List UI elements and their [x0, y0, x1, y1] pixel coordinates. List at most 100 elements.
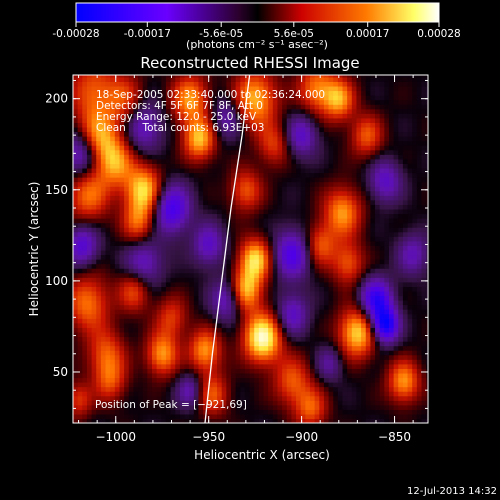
- heatmap-cell: [198, 259, 204, 265]
- heatmap-cell: [328, 263, 334, 269]
- heatmap-cell: [388, 163, 395, 169]
- heatmap-cell: [193, 309, 200, 315]
- heatmap-cell: [379, 231, 385, 237]
- heatmap-cell: [212, 222, 218, 228]
- heatmap-cell: [351, 145, 358, 151]
- heatmap-cell: [296, 254, 302, 260]
- heatmap-cell: [235, 395, 241, 401]
- heatmap-cell: [133, 418, 139, 423]
- heatmap-cell: [114, 359, 121, 365]
- heatmap-cell: [114, 181, 121, 187]
- heatmap-cell: [277, 404, 283, 410]
- heatmap-cell: [342, 372, 348, 379]
- heatmap-cell: [328, 204, 334, 210]
- heatmap-cell: [156, 368, 162, 374]
- heatmap-cell: [412, 395, 418, 401]
- heatmap-cell: [277, 136, 283, 142]
- heatmap-cell: [128, 213, 135, 219]
- heatmap-cell: [379, 268, 385, 274]
- heatmap-cell: [388, 391, 395, 397]
- heatmap-cell: [207, 163, 213, 169]
- heatmap-cell: [412, 318, 418, 324]
- heatmap-cell: [402, 186, 409, 192]
- heatmap-cell: [179, 208, 186, 215]
- heatmap-cell: [319, 186, 325, 192]
- heatmap-cell: [426, 382, 428, 388]
- heatmap-cell: [421, 400, 427, 406]
- heatmap-cell: [296, 277, 302, 283]
- heatmap-cell: [161, 372, 167, 379]
- heatmap-cell: [161, 386, 167, 392]
- heatmap-cell: [217, 177, 223, 183]
- heatmap-cell: [230, 345, 237, 351]
- heatmap-cell: [328, 300, 334, 306]
- heatmap-cell: [426, 140, 428, 146]
- heatmap-cell: [207, 259, 213, 265]
- heatmap-cell: [375, 313, 381, 319]
- heatmap-cell: [407, 290, 413, 297]
- heatmap-cell: [119, 400, 125, 406]
- heatmap-cell: [170, 213, 176, 219]
- heatmap-cell: [421, 158, 427, 164]
- heatmap-cell: [105, 300, 111, 306]
- heatmap-cell: [309, 336, 316, 342]
- heatmap-cell: [258, 236, 265, 242]
- heatmap-cell: [73, 208, 79, 215]
- heatmap-cell: [175, 181, 181, 187]
- heatmap-cell: [388, 286, 395, 292]
- heatmap-cell: [254, 263, 260, 269]
- heatmap-cell: [142, 195, 148, 201]
- heatmap-cell: [226, 213, 232, 219]
- heatmap-cell: [361, 149, 367, 155]
- heatmap-cell: [244, 345, 251, 351]
- heatmap-cell: [388, 295, 395, 301]
- heatmap-cell: [151, 290, 158, 297]
- heatmap-cell: [375, 341, 381, 347]
- heatmap-cell: [305, 336, 311, 342]
- heatmap-cell: [277, 163, 283, 169]
- heatmap-cell: [207, 158, 213, 164]
- heatmap-cell: [114, 195, 121, 201]
- heatmap-cell: [165, 249, 172, 256]
- heatmap-cell: [244, 368, 251, 374]
- heatmap-cell: [407, 204, 413, 210]
- heatmap-cell: [361, 318, 367, 324]
- heatmap-cell: [412, 295, 418, 301]
- heatmap-cell: [328, 363, 334, 369]
- heatmap-cell: [319, 386, 325, 392]
- heatmap-cell: [110, 145, 116, 151]
- heatmap-cell: [272, 126, 279, 133]
- heatmap-cell: [138, 336, 144, 342]
- heatmap-cell: [96, 131, 102, 137]
- heatmap-cell: [151, 149, 158, 155]
- heatmap-cell: [277, 249, 283, 256]
- heatmap-cell: [291, 413, 297, 420]
- heatmap-cell: [221, 404, 227, 410]
- heatmap-cell: [375, 136, 381, 142]
- heatmap-cell: [337, 268, 344, 274]
- heatmap-cell: [226, 409, 232, 415]
- heatmap-cell: [133, 249, 139, 256]
- heatmap-cell: [296, 404, 302, 410]
- heatmap-cell: [333, 245, 339, 251]
- heatmap-cell: [333, 300, 339, 306]
- heatmap-cell: [342, 204, 348, 210]
- heatmap-cell: [82, 304, 88, 310]
- heatmap-cell: [119, 190, 125, 196]
- heatmap-cell: [189, 231, 195, 237]
- heatmap-cell: [347, 368, 353, 374]
- heatmap-cell: [77, 304, 83, 310]
- heatmap-cell: [300, 231, 306, 237]
- heatmap-cell: [230, 336, 237, 342]
- heatmap-cell: [142, 245, 148, 251]
- heatmap-cell: [268, 154, 274, 160]
- heatmap-cell: [249, 154, 255, 160]
- heatmap-cell: [170, 281, 176, 287]
- heatmap-cell: [365, 290, 371, 297]
- heatmap-cell: [142, 286, 148, 292]
- heatmap-cell: [407, 154, 413, 160]
- heatmap-cell: [337, 259, 344, 265]
- heatmap-cell: [244, 145, 251, 151]
- heatmap-cell: [138, 195, 144, 201]
- heatmap-cell: [73, 158, 79, 164]
